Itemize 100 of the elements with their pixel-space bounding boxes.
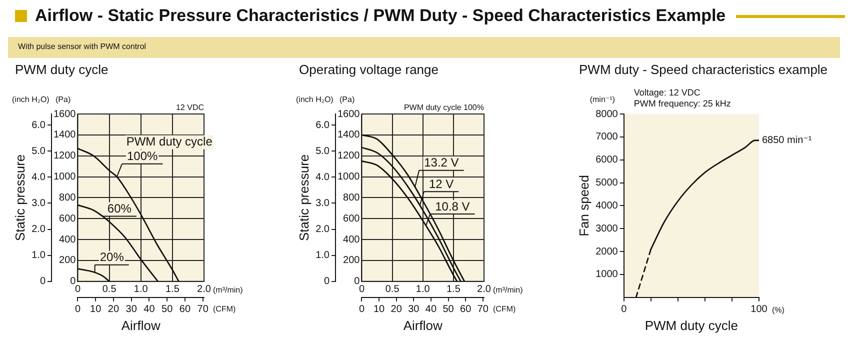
- x2-tick-label: 10: [373, 304, 386, 316]
- x-tick-label: 2.0: [477, 284, 492, 296]
- legend-title: PWM duty cycle: [126, 134, 213, 149]
- y-tick-label: 1.0: [32, 250, 46, 262]
- y2-tick-label: 1200: [337, 150, 360, 162]
- x-tick-label: 0: [358, 284, 365, 296]
- y-tick-label: 2000: [596, 246, 618, 258]
- series-label: 100%: [126, 149, 158, 164]
- y-axis-title: Static pressure: [296, 154, 312, 242]
- x2-tick-label: 20: [108, 304, 120, 316]
- y-tick-label: 7000: [596, 132, 618, 143]
- y2-tick-label: 200: [59, 255, 76, 266]
- y-axis-title: Fan speed: [576, 174, 592, 236]
- x2-tick-label: 30: [126, 304, 138, 316]
- x2-tick-label: 20: [390, 304, 402, 316]
- legend-label: 12 V: [428, 176, 454, 191]
- text: Voltage: 12 VDC: [634, 87, 701, 98]
- y2-tick-label: 600: [59, 213, 76, 224]
- y2-tick-label: 0: [354, 276, 360, 288]
- y2-tick-label: 800: [59, 192, 76, 204]
- x2-tick-label: 50: [442, 304, 454, 316]
- chart-title: PWM duty cycle: [15, 62, 110, 79]
- y-tick-label: 2.0: [316, 224, 330, 236]
- line-series: [78, 148, 180, 282]
- y2-tick-label: 400: [59, 234, 76, 246]
- y2-tick-label: 800: [343, 192, 360, 204]
- x-axis-title: Airflow: [403, 318, 443, 333]
- x2-tick-label: 60: [460, 304, 472, 316]
- legend-label: 60%: [107, 202, 132, 216]
- text: (inch H₂O): [12, 95, 50, 104]
- text: (min⁻¹): [590, 95, 616, 104]
- text: (%): [772, 306, 785, 315]
- x2-tick-label: 60: [179, 304, 191, 316]
- text: (Pa): [340, 95, 355, 104]
- y2-tick-label: 1600: [53, 108, 76, 120]
- x2-tick-label: 10: [90, 304, 102, 316]
- y-tick-label: 6.0: [316, 120, 330, 131]
- text: 12 VDC: [176, 103, 204, 112]
- text: (m³/min): [213, 286, 244, 295]
- x2-tick-label: 40: [425, 304, 437, 316]
- text: Airflow - Static Pressure Characteristics / PWM Duty - Speed Characteristics Example: [35, 6, 726, 26]
- y-tick-label: 3.0: [316, 198, 330, 209]
- y2-tick-label: 200: [343, 255, 360, 266]
- text: PWM frequency: 25 kHz: [634, 98, 732, 108]
- y-tick-label: 3000: [596, 223, 618, 234]
- y-tick-label: 8000: [596, 108, 618, 120]
- x-axis-title: PWM duty cycle: [644, 318, 738, 333]
- x-tick-label: 0: [74, 284, 81, 296]
- y2-tick-label: 1400: [337, 130, 360, 141]
- y-tick-label: 0: [324, 276, 330, 288]
- x2-tick-label: 40: [144, 304, 156, 316]
- x-tick-label: 100: [750, 304, 768, 316]
- x2-tick-label: 70: [477, 304, 489, 316]
- y-tick-label: 4.0: [316, 172, 330, 183]
- x2-tick-label: 70: [197, 304, 209, 316]
- y2-tick-label: 0: [70, 276, 76, 288]
- y-axis-title: Static pressure: [12, 154, 28, 242]
- text: (inch H₂O): [296, 95, 334, 104]
- text: (Pa): [56, 95, 71, 104]
- x-tick-label: 2.0: [197, 284, 212, 296]
- text: PWM duty cycle 100%: [404, 103, 484, 112]
- y2-tick-label: 400: [343, 234, 360, 246]
- annotation: 6850 min⁻¹: [762, 135, 812, 146]
- series-label: 20%: [100, 250, 124, 264]
- y-tick-label: 2.0: [32, 224, 46, 236]
- x-tick-label: 1.5: [165, 284, 180, 296]
- series-label: 13.2 V: [424, 156, 459, 170]
- text: (CFM): [493, 304, 516, 314]
- x2-tick-label: 30: [408, 304, 420, 316]
- y-tick-label: 5.0: [32, 146, 46, 157]
- text: (m³/min): [493, 286, 524, 295]
- legend-label: 10.8 V: [435, 199, 470, 214]
- x-tick-label: 1.5: [446, 284, 461, 296]
- x-tick-label: 0.5: [102, 284, 117, 296]
- x-tick-label: 1.0: [134, 284, 148, 296]
- y-tick-label: 0: [40, 276, 46, 288]
- y2-tick-label: 1600: [337, 108, 360, 120]
- text: With pulse sensor with PWM control: [18, 42, 146, 51]
- y-tick-label: 3.0: [32, 198, 46, 209]
- x-tick-label: 1.0: [416, 284, 430, 296]
- y2-tick-label: 1200: [53, 150, 76, 162]
- chart-title: Operating voltage range: [299, 62, 440, 79]
- y-tick-label: 4000: [596, 200, 618, 212]
- x-tick-label: 0.5: [385, 284, 400, 296]
- y-tick-label: 5000: [596, 178, 618, 189]
- y-tick-label: 1000: [596, 269, 618, 280]
- x2-tick-label: 50: [162, 304, 174, 316]
- y-tick-label: 4.0: [32, 172, 46, 183]
- y2-tick-label: 600: [343, 213, 360, 224]
- y-tick-label: 6.0: [32, 120, 46, 131]
- y2-tick-label: 1400: [53, 130, 76, 141]
- y-tick-label: 6000: [596, 154, 618, 166]
- chart-title: PWM duty - Speed characteristics example: [579, 62, 829, 79]
- y-tick-label: 1.0: [316, 250, 330, 262]
- line-series: [78, 204, 159, 282]
- text: (CFM): [213, 304, 236, 314]
- y2-tick-label: 1000: [53, 172, 76, 183]
- y2-tick-label: 1000: [337, 172, 360, 183]
- x-axis-title: Airflow: [121, 318, 161, 333]
- y-tick-label: 5.0: [316, 146, 330, 157]
